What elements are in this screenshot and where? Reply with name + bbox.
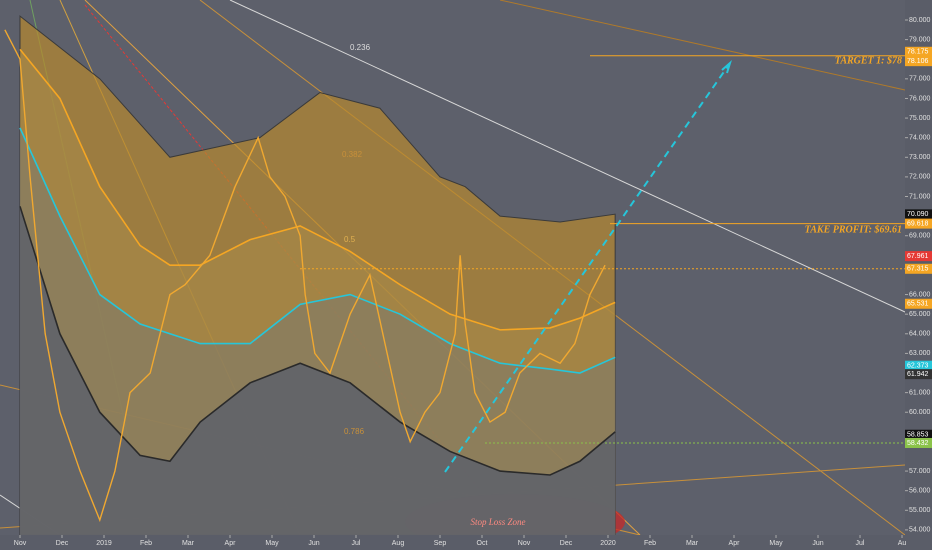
x-tick-label: Mar [686, 540, 699, 547]
trendline [499, 0, 906, 91]
x-tick-label: Jun [812, 540, 823, 547]
y-tick-label: 75.000 [909, 115, 931, 122]
price-label-box [905, 56, 932, 67]
price-axis [905, 0, 932, 550]
price-line [4, 29, 606, 523]
price-label-box [905, 298, 932, 309]
price-label: 67.961 [907, 253, 929, 260]
band-area [19, 127, 616, 535]
price-label-box [905, 251, 932, 262]
x-tick-label: Mar [182, 540, 195, 547]
x-tick-label: Apr [225, 540, 237, 547]
band-line [19, 206, 616, 476]
price-label-box [905, 360, 932, 371]
x-tick-label: May [769, 540, 783, 547]
y-tick-label: 79.000 [909, 36, 931, 43]
y-tick-label: 56.000 [909, 488, 931, 495]
price-label-box [905, 263, 932, 274]
target-label: TARGET 1: $78 [835, 55, 902, 66]
fib-label: 0.786 [344, 427, 365, 436]
y-tick-label: 71.000 [909, 193, 931, 200]
price-label: 67.315 [907, 266, 929, 273]
y-tick-label: 60.000 [909, 409, 931, 416]
y-tick-label: 80.000 [909, 17, 931, 24]
x-tick-label: Oct [477, 540, 488, 547]
y-tick-label: 76.000 [909, 95, 931, 102]
trendline [229, 0, 906, 313]
price-label: 65.531 [907, 301, 929, 308]
x-tick-label: Feb [644, 540, 656, 547]
price-label: 70.090 [907, 211, 929, 218]
x-tick-label: Nov [14, 540, 27, 547]
y-tick-label: 65.000 [909, 311, 931, 318]
price-label-box [905, 437, 932, 448]
price-label-box [905, 218, 932, 229]
x-tick-label: Apr [729, 540, 741, 547]
price-label-box [905, 429, 932, 440]
y-tick-label: 74.000 [909, 135, 931, 142]
price-label-box [905, 209, 932, 220]
x-tick-label: Aug [392, 540, 405, 547]
y-tick-label: 63.000 [909, 350, 931, 357]
price-label: 78.175 [907, 49, 929, 56]
y-tick-label: 61.000 [909, 389, 931, 396]
x-tick-label: Sep [434, 540, 447, 547]
x-tick-label: Au [898, 540, 907, 547]
price-label: 69.618 [907, 220, 929, 227]
x-tick-label: Dec [56, 540, 69, 547]
stop-loss-label: Stop Loss Zone [470, 517, 525, 527]
y-tick-label: 77.000 [909, 76, 931, 83]
x-tick-label: Nov [518, 540, 531, 547]
y-tick-label: 72.000 [909, 174, 931, 181]
price-label: 78.106 [907, 58, 929, 65]
x-tick-label: Jun [308, 540, 319, 547]
fib-label: 0.5 [344, 235, 356, 244]
x-tick-label: 2019 [96, 540, 112, 547]
take-profit-label: TAKE PROFIT: $69.61 [805, 224, 902, 235]
x-tick-label: 2020 [600, 540, 616, 547]
x-tick-label: Dec [560, 540, 573, 547]
x-tick-label: Jul [352, 540, 361, 547]
fib-label: 0.382 [342, 150, 363, 159]
price-label: 58.853 [907, 432, 929, 439]
arrow-head [721, 59, 732, 74]
price-label: 61.942 [907, 371, 929, 378]
band-line [19, 48, 616, 331]
time-axis [0, 535, 905, 550]
band-line [19, 127, 616, 374]
price-label-box [905, 369, 932, 380]
x-tick-label: Jul [856, 540, 865, 547]
projection-arrow [444, 65, 729, 473]
price-label-box [905, 46, 932, 57]
price-label: 58.432 [907, 440, 929, 447]
fib-label: 0.236 [350, 43, 371, 52]
x-tick-label: Feb [140, 540, 152, 547]
y-tick-label: 64.000 [909, 331, 931, 338]
x-tick-label: May [265, 540, 279, 547]
price-label: 62.373 [907, 363, 929, 370]
y-tick-label: 55.000 [909, 507, 931, 514]
y-tick-label: 73.000 [909, 154, 931, 161]
y-tick-label: 66.000 [909, 291, 931, 298]
y-tick-label: 69.000 [909, 233, 931, 240]
plot [4, 15, 905, 536]
y-tick-label: 57.000 [909, 468, 931, 475]
y-tick-label: 54.000 [909, 527, 931, 534]
